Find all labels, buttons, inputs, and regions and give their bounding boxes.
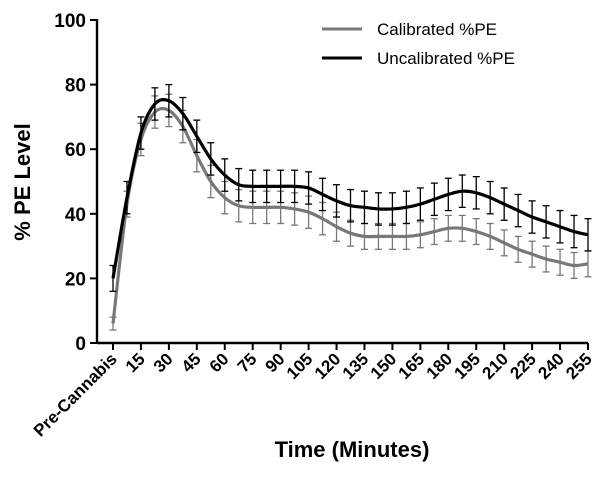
y-tick-label: 60 <box>65 140 86 161</box>
y-tick-label: 20 <box>65 269 86 290</box>
x-tick-label: Pre-Cannabis <box>30 349 121 440</box>
x-tick-label: 120 <box>311 349 344 382</box>
x-tick-label: 195 <box>451 349 484 382</box>
x-tick-label: 150 <box>367 349 400 382</box>
y-axis-title: % PE Level <box>10 123 35 240</box>
x-tick-label: 105 <box>283 349 316 382</box>
y-axis: 0 20 40 60 80 100 <box>54 11 97 355</box>
x-tick-label: 225 <box>506 349 539 382</box>
series-0 <box>109 83 592 292</box>
x-tick-label: 15 <box>122 349 149 376</box>
x-tick-label: 255 <box>562 349 594 382</box>
x-tick-label: 135 <box>339 349 372 382</box>
x-axis-title: Time (Minutes) <box>275 437 430 462</box>
x-tick-label: 60 <box>206 349 233 376</box>
series-line <box>111 98 589 279</box>
series-line <box>111 106 589 324</box>
x-axis: Pre-Cannabis 15 30 45 60 75 901051201351501651… <box>30 343 594 440</box>
y-tick-label: 100 <box>54 11 86 32</box>
x-tick-label: 75 <box>234 349 261 376</box>
y-tick-label: 40 <box>65 205 86 226</box>
x-tick-label: 45 <box>178 349 205 376</box>
x-tick-label: 240 <box>534 349 567 382</box>
x-tick-label: 180 <box>423 349 456 382</box>
plot-area <box>109 83 592 331</box>
x-tick-label: 210 <box>479 349 512 382</box>
y-tick-label: 0 <box>75 334 86 355</box>
y-tick-label: 80 <box>65 76 86 97</box>
x-tick-label: 30 <box>150 349 177 376</box>
legend: Calibrated %PE Uncalibrated %PE <box>322 20 515 68</box>
x-tick-label: 165 <box>395 349 428 382</box>
legend-label: Uncalibrated %PE <box>377 49 515 68</box>
legend-label: Calibrated %PE <box>377 20 497 39</box>
